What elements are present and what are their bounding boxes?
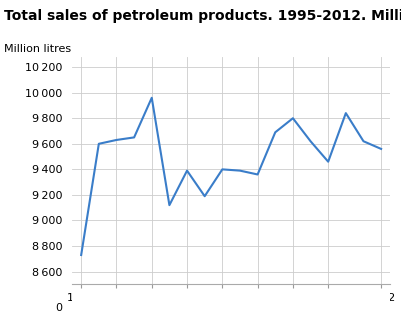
Text: Million litres: Million litres xyxy=(4,44,71,54)
Text: Total sales of petroleum products. 1995-2012. Million litres: Total sales of petroleum products. 1995-… xyxy=(4,9,401,23)
